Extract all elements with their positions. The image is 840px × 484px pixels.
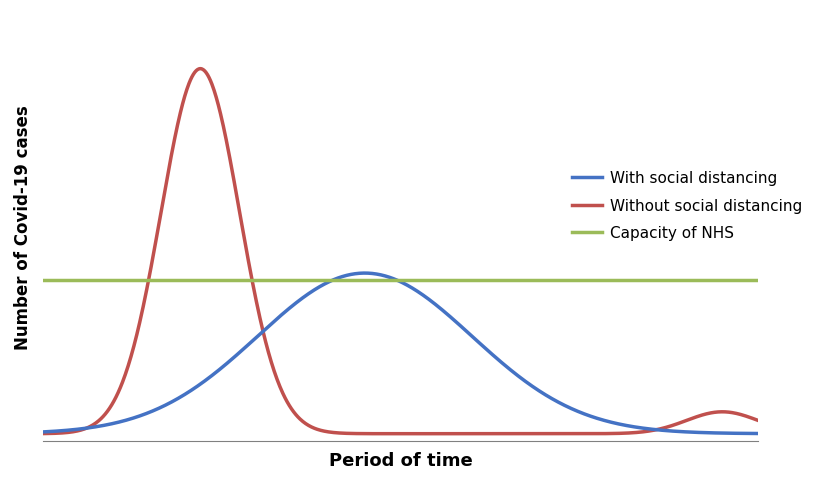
- With social distancing: [753, 431, 763, 437]
- Capacity of NHS: [353, 277, 363, 283]
- Without social distancing: [38, 431, 48, 437]
- Without social distancing: [476, 431, 486, 437]
- Capacity of NHS: [111, 277, 121, 283]
- With social distancing: [360, 270, 370, 276]
- Capacity of NHS: [38, 277, 48, 283]
- Without social distancing: [328, 430, 338, 436]
- With social distancing: [530, 385, 540, 391]
- Line: Without social distancing: Without social distancing: [43, 69, 758, 434]
- X-axis label: Period of time: Period of time: [328, 452, 472, 470]
- With social distancing: [327, 277, 337, 283]
- Without social distancing: [753, 418, 763, 424]
- With social distancing: [609, 420, 619, 426]
- Without social distancing: [196, 66, 206, 72]
- With social distancing: [596, 417, 606, 423]
- Line: With social distancing: With social distancing: [43, 273, 758, 434]
- Without social distancing: [354, 431, 364, 437]
- Without social distancing: [530, 431, 540, 437]
- With social distancing: [38, 429, 48, 435]
- Capacity of NHS: [608, 277, 618, 283]
- With social distancing: [111, 420, 121, 426]
- Capacity of NHS: [596, 277, 606, 283]
- Legend: With social distancing, Without social distancing, Capacity of NHS: With social distancing, Without social d…: [565, 165, 808, 247]
- Capacity of NHS: [529, 277, 539, 283]
- Without social distancing: [111, 394, 121, 400]
- Without social distancing: [597, 431, 607, 437]
- Capacity of NHS: [753, 277, 763, 283]
- With social distancing: [353, 271, 363, 276]
- Capacity of NHS: [327, 277, 337, 283]
- Without social distancing: [610, 431, 620, 437]
- Y-axis label: Number of Covid-19 cases: Number of Covid-19 cases: [14, 105, 32, 350]
